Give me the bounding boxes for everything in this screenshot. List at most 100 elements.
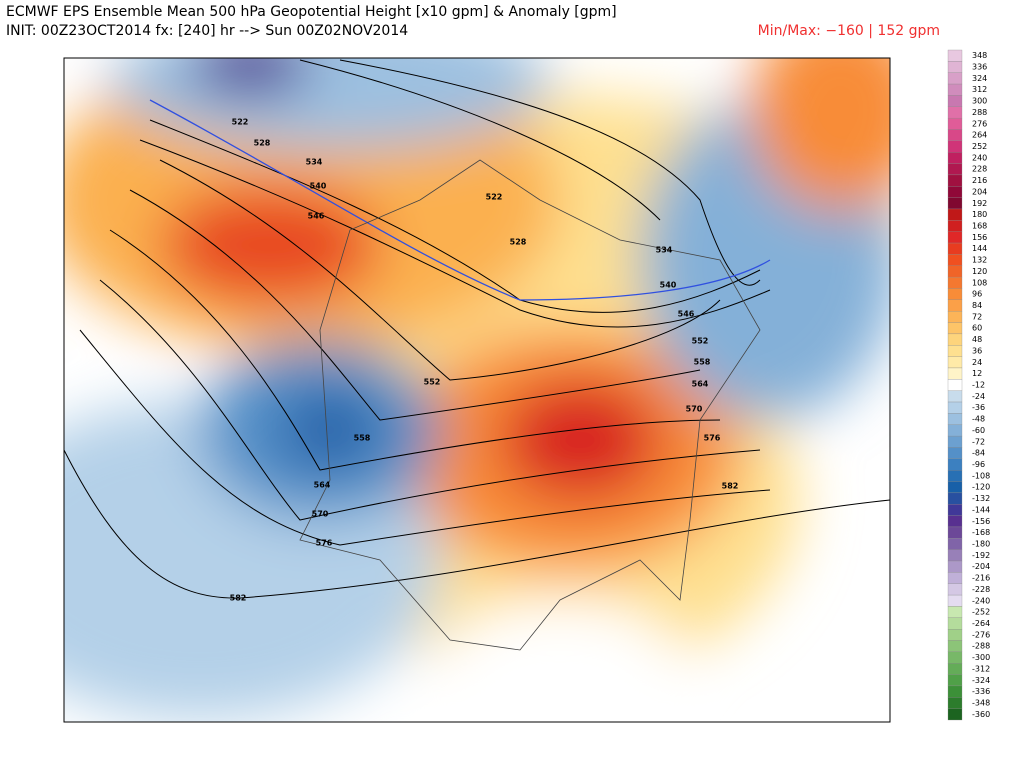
colorbar-label: -60	[972, 426, 985, 435]
colorbar-swatch	[947, 333, 963, 346]
colorbar-swatch	[947, 220, 963, 232]
colorbar-swatch	[947, 492, 963, 505]
colorbar-label: -168	[972, 528, 990, 537]
colorbar-label: -36	[972, 403, 985, 412]
colorbar-label: 60	[972, 324, 982, 333]
colorbar-swatch	[947, 572, 963, 584]
colorbar-swatch	[947, 401, 963, 414]
colorbar-swatch	[947, 61, 963, 73]
colorbar-label: 264	[972, 131, 987, 140]
colorbar-label: -204	[972, 562, 990, 571]
colorbar-label: 84	[972, 301, 982, 310]
colorbar-label: -192	[972, 551, 990, 560]
colorbar-label: -312	[972, 664, 990, 673]
colorbar-swatch	[947, 481, 963, 494]
colorbar-swatch	[947, 345, 963, 357]
contour-label: 582	[722, 482, 739, 491]
colorbar-swatch	[947, 299, 963, 312]
colorbar-label: 300	[972, 97, 987, 106]
colorbar-label: -120	[972, 483, 990, 492]
contour-label: 534	[306, 158, 323, 167]
contour-label: 576	[704, 434, 721, 443]
colorbar-swatch	[947, 356, 963, 369]
colorbar-swatch	[947, 106, 963, 119]
colorbar-swatch	[947, 197, 963, 210]
colorbar-label: 24	[972, 358, 982, 367]
colorbar-swatch	[947, 526, 963, 539]
contour-label: 546	[308, 212, 325, 221]
contour-labels: 522 528 534 540 546 552 558 564 570 576 582 522 528 5…	[230, 118, 739, 603]
colorbar-swatch	[947, 447, 963, 459]
contour-label: 528	[254, 139, 271, 148]
colorbar-label: 252	[972, 142, 987, 151]
colorbar-label: 192	[972, 199, 987, 208]
colorbar-label: 276	[972, 119, 987, 128]
colorbar-label: -12	[972, 381, 985, 390]
colorbar-label: 312	[972, 85, 987, 94]
contour-label: 564	[692, 380, 709, 389]
colorbar-swatch	[947, 242, 963, 255]
colorbar-label: 204	[972, 187, 987, 196]
map-frame	[63, 57, 891, 723]
colorbar-swatch	[947, 186, 963, 198]
colorbar-swatch	[947, 117, 963, 130]
colorbar-swatch	[947, 424, 963, 437]
colorbar-swatch	[947, 458, 963, 471]
colorbar-swatch	[947, 538, 963, 550]
colorbar-swatch	[947, 311, 963, 323]
contour-label: 558	[354, 434, 371, 443]
colorbar-swatch	[947, 95, 963, 107]
colorbar-swatch	[947, 163, 963, 176]
colorbar-label: 348	[972, 51, 987, 60]
colorbar-label: -288	[972, 642, 990, 651]
colorbar-label: -132	[972, 494, 990, 503]
colorbar-swatch	[947, 208, 963, 221]
colorbar-swatch	[947, 231, 963, 244]
colorbar-label: -24	[972, 392, 985, 401]
colorbar-label: -300	[972, 653, 990, 662]
contour-label: 558	[694, 358, 711, 367]
colorbar-swatch	[947, 140, 963, 153]
colorbar-label: 168	[972, 222, 987, 231]
colorbar-swatch	[947, 49, 963, 62]
contour-label: 534	[656, 246, 673, 255]
colorbar-label: 96	[972, 290, 982, 299]
colorbar-swatch	[947, 515, 963, 528]
colorbar-label: -264	[972, 619, 990, 628]
colorbar-label: -108	[972, 471, 990, 480]
colorbar-swatch	[947, 174, 963, 187]
colorbar-swatch	[947, 83, 963, 96]
colorbar-label: 120	[972, 267, 987, 276]
colorbar-label: 144	[972, 244, 987, 253]
contour-label: 540	[310, 182, 327, 191]
colorbar-swatch	[947, 617, 963, 630]
colorbar-label: 132	[972, 256, 987, 265]
colorbar-label: 48	[972, 335, 982, 344]
colorbar-label: -48	[972, 415, 985, 424]
colorbar-label: 336	[972, 63, 987, 72]
colorbar-label: 324	[972, 74, 987, 83]
colorbar: 348 336 324 312 300 288 276 264 252 240 228 216 204 1…	[947, 49, 990, 721]
colorbar-swatch	[947, 152, 963, 164]
colorbar-label: -276	[972, 630, 990, 639]
colorbar-label: -228	[972, 585, 990, 594]
colorbar-label: 108	[972, 278, 987, 287]
contour-label: 522	[232, 118, 249, 127]
contour-label: 552	[424, 378, 441, 387]
colorbar-label: -72	[972, 437, 985, 446]
colorbar-label: 72	[972, 312, 982, 321]
colorbar-swatch	[947, 72, 963, 85]
colorbar-swatch	[947, 435, 963, 448]
colorbar-swatch	[947, 708, 963, 721]
colorbar-label: 216	[972, 176, 987, 185]
contour-label: 564	[314, 481, 331, 490]
colorbar-label: 288	[972, 108, 987, 117]
colorbar-swatch	[947, 651, 963, 664]
colorbar-swatch	[947, 560, 963, 573]
colorbar-label: -180	[972, 539, 990, 548]
colorbar-label: -144	[972, 505, 990, 514]
contour-label: 570	[686, 405, 703, 414]
contour-label: 528	[510, 238, 527, 247]
min-max: Min/Max: −160 | 152 gpm	[758, 23, 940, 39]
